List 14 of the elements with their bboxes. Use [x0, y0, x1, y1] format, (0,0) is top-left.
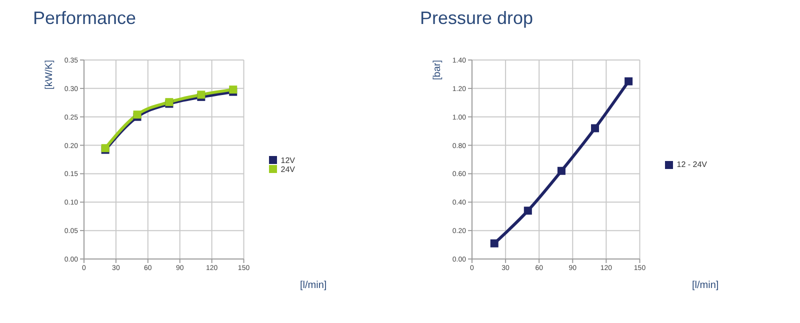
legend-label: 12V — [280, 156, 295, 164]
x-axis-title: [l/min] — [692, 280, 719, 291]
legend-label: 24V — [280, 164, 295, 174]
y-axis-title: [bar] — [432, 60, 443, 80]
legend-label: 12 - 24V — [676, 160, 707, 169]
point — [624, 77, 633, 86]
y-axis-title: [kW/K] — [44, 60, 55, 90]
point — [591, 124, 600, 132]
point — [557, 166, 566, 175]
point — [490, 239, 498, 248]
x-axis-title: [l/min] — [300, 280, 327, 291]
chart-title: Pressure drop — [420, 8, 534, 29]
chart-title: Performance — [33, 8, 136, 29]
point — [524, 206, 532, 215]
